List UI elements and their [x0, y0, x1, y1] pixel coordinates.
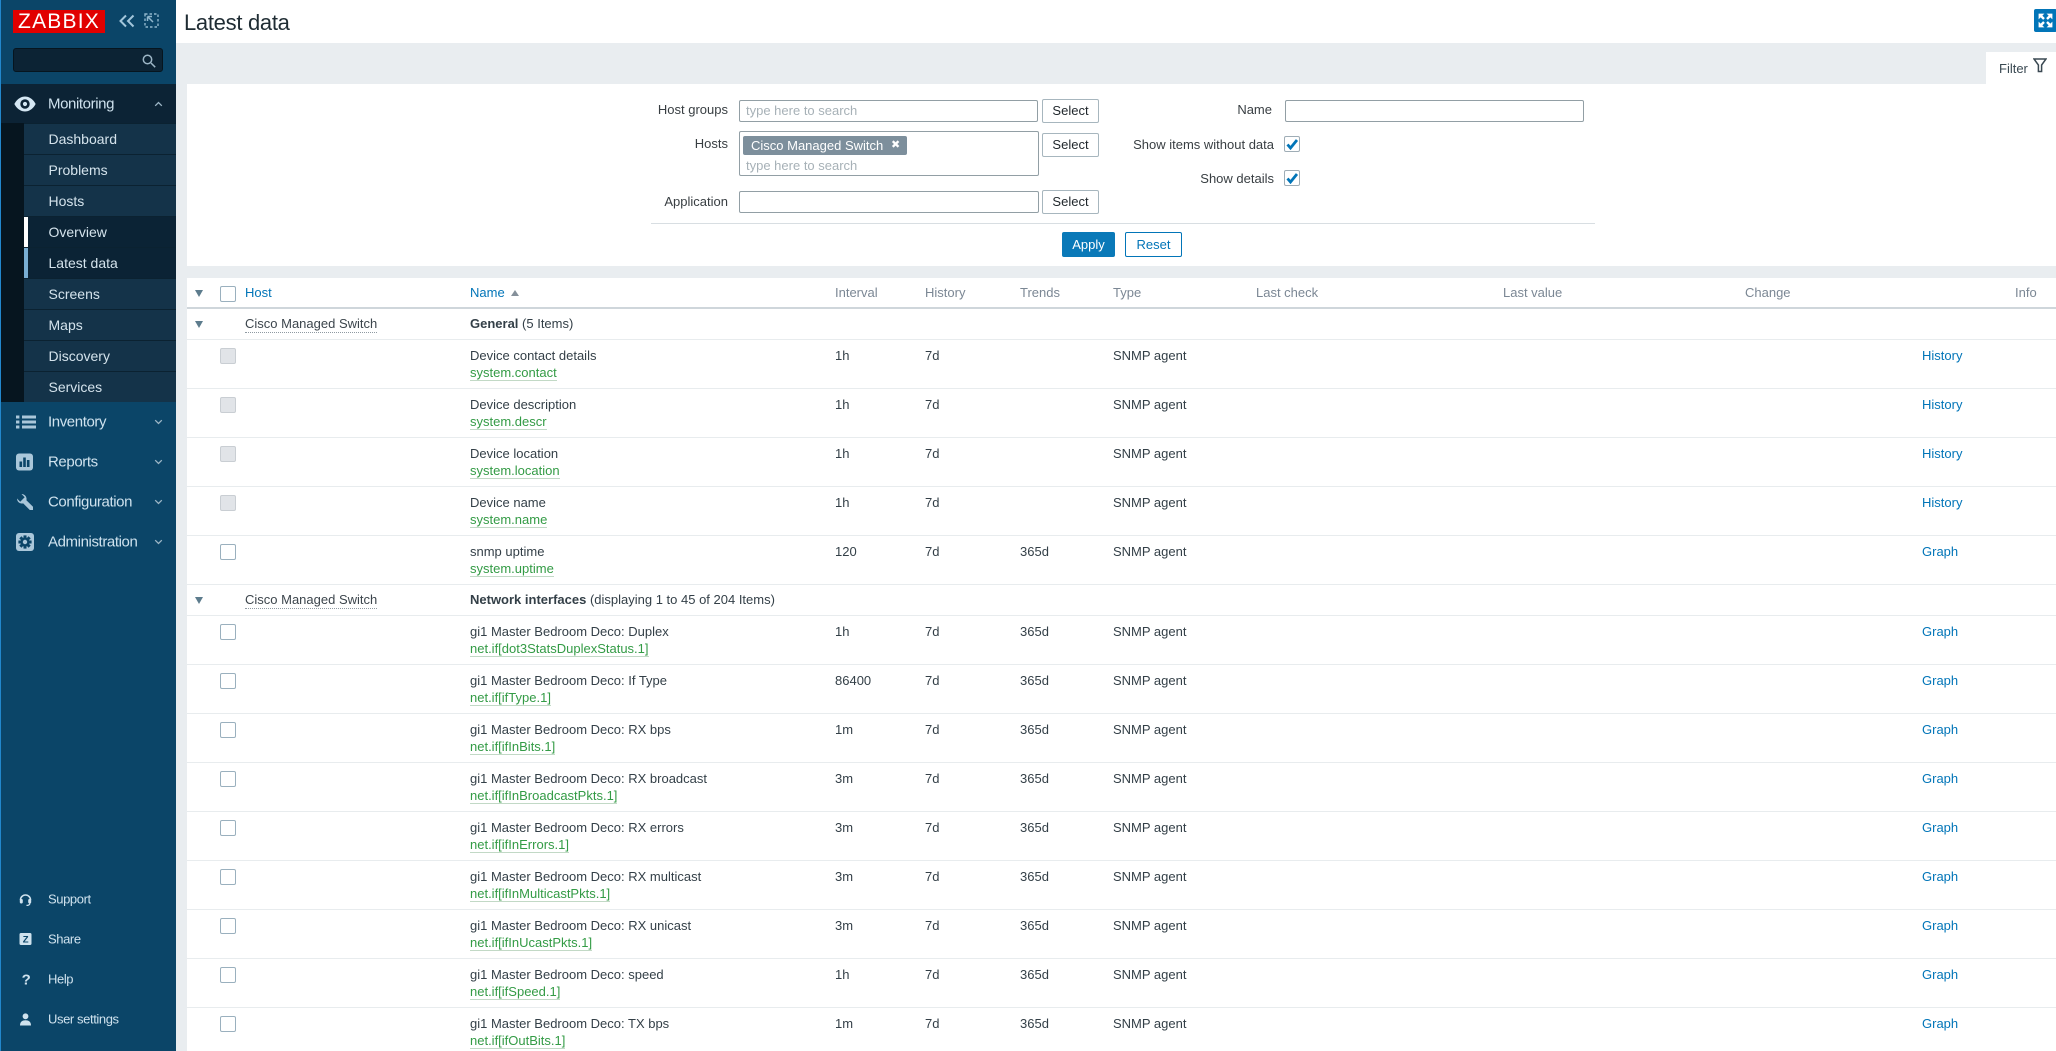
svg-text:?: ? — [22, 972, 31, 987]
svg-text:Z: Z — [23, 935, 29, 946]
